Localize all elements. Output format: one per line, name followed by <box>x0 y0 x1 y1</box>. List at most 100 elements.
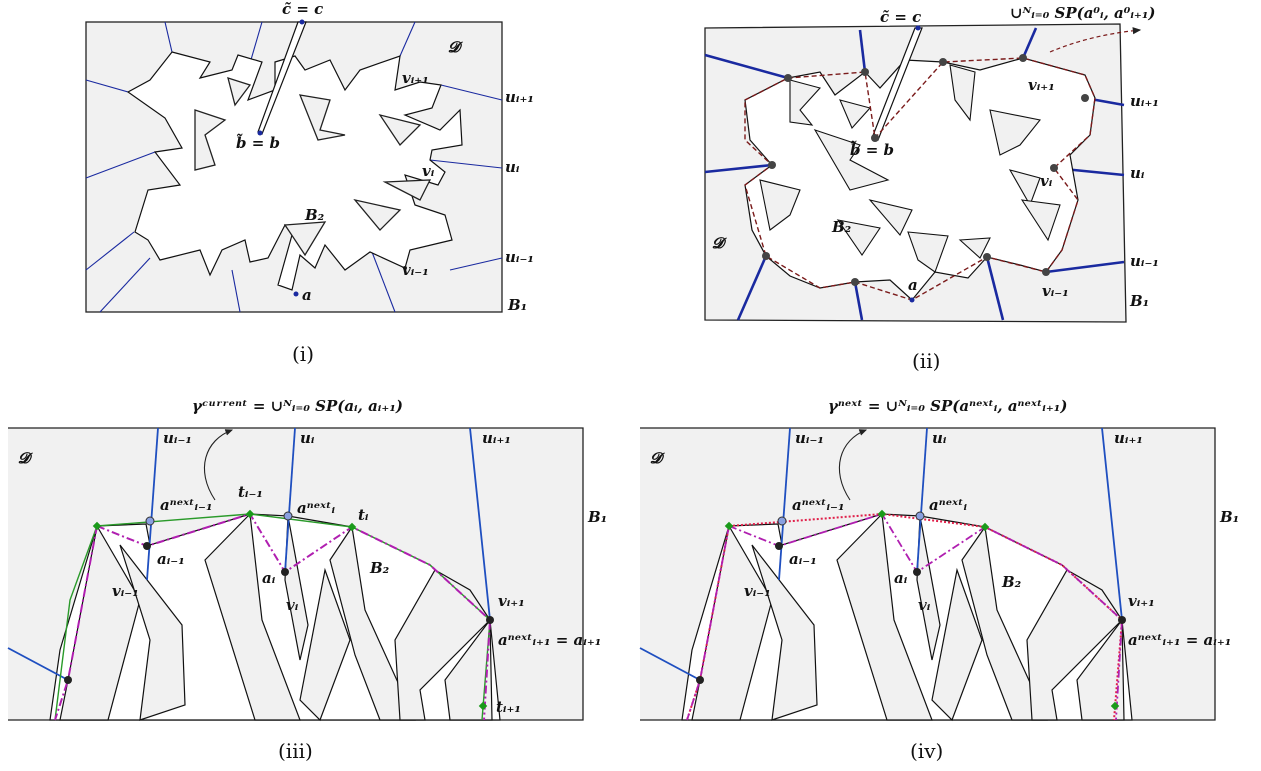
obstacles <box>759 64 1061 273</box>
label-a-i: aᵢ <box>894 569 908 587</box>
label-u-prev: uᵢ₋₁ <box>505 248 534 266</box>
label-domain: 𝓓 <box>712 234 727 252</box>
label-v-next: vᵢ₊₁ <box>498 592 525 610</box>
label-a-prev: aᵢ₋₁ <box>789 550 817 568</box>
point-v-prev <box>403 266 407 270</box>
label-B1: B₁ <box>507 296 527 314</box>
label-v-prev: vᵢ₋₁ <box>1042 282 1069 300</box>
gamma-arrow <box>838 429 868 501</box>
label-gamma: γⁿᵉˣᵗ = ∪ᴺᵢ₌₀ SP(aⁿᵉˣᵗᵢ, aⁿᵉˣᵗᵢ₊₁) <box>828 397 1067 415</box>
gamma-arrow <box>204 429 234 501</box>
label-u-i: uᵢ <box>505 158 520 176</box>
label-gamma: γᶜᵘʳʳᵉⁿᵗ = ∪ᴺᵢ₌₀ SP(aᵢ, aᵢ₊₁) <box>192 397 403 415</box>
label-t-i: tᵢ <box>358 506 369 524</box>
spokes <box>704 27 1125 321</box>
label-union: ∪ᴺᵢ₌₀ SP(a⁰ᵢ, a⁰ᵢ₊₁) <box>1010 4 1156 22</box>
label-v-i: vᵢ <box>1040 172 1053 190</box>
label-a: a <box>908 276 918 294</box>
point-a-i <box>913 568 921 576</box>
label-b: b̃ = b <box>236 132 280 152</box>
point-a <box>293 291 299 297</box>
label-u-i: uᵢ <box>1130 164 1145 182</box>
label-c: c̃ = c <box>880 8 921 26</box>
label-a-i-next: aⁿᵉˣᵗᵢ <box>929 496 967 514</box>
label-v-prev: vᵢ₋₁ <box>744 582 771 600</box>
point-c <box>915 25 921 31</box>
spokes <box>7 427 491 681</box>
point-b <box>257 130 263 136</box>
point-a-prev-next <box>777 516 787 526</box>
label-a-i: aᵢ <box>262 569 276 587</box>
label-t-prev: tᵢ₋₁ <box>238 483 263 501</box>
label-v-i: vᵢ <box>422 162 435 180</box>
label-a-prev-next: aⁿᵉˣᵗᵢ₋₁ <box>160 496 213 514</box>
spokes <box>639 427 1123 681</box>
panel-iii: γᶜᵘʳʳᵉⁿᵗ = ∪ᴺᵢ₌₀ SP(aᵢ, aᵢ₊₁) 𝓓 B₁ B₂ uᵢ… <box>7 397 607 763</box>
label-a-prev-next: aⁿᵉˣᵗᵢ₋₁ <box>792 496 845 514</box>
label-v-prev: vᵢ₋₁ <box>402 261 429 279</box>
label-u-next: uᵢ₊₁ <box>1114 429 1143 447</box>
label-B2: B₂ <box>304 206 325 224</box>
spokes <box>85 21 503 313</box>
point-a-next <box>1118 616 1126 624</box>
label-v-prev: vᵢ₋₁ <box>112 582 139 600</box>
caption-iii: (iii) <box>278 739 313 763</box>
label-v-i: vᵢ <box>286 596 299 614</box>
label-a: a <box>302 286 312 304</box>
point-a-i <box>281 568 289 576</box>
label-c: c̃ = c <box>282 0 323 18</box>
gamma-current-left <box>54 525 98 721</box>
point-a-i-next <box>915 511 925 521</box>
point-a-next <box>486 616 494 624</box>
obstacles <box>59 512 493 722</box>
inner-boundary-B2 <box>126 51 463 291</box>
point-a-i-next <box>283 511 293 521</box>
label-u-i: uᵢ <box>932 429 947 447</box>
point-a <box>909 297 915 303</box>
label-u-prev: uᵢ₋₁ <box>795 429 824 447</box>
point-c <box>299 19 305 25</box>
label-domain: 𝓓 <box>650 449 665 467</box>
obstacles <box>691 512 1125 722</box>
label-v-next: vᵢ₊₁ <box>1128 592 1155 610</box>
label-u-next: uᵢ₊₁ <box>505 88 534 106</box>
label-domain: 𝓓 <box>448 38 463 56</box>
point-a-prev <box>143 542 151 550</box>
label-u-next: uᵢ₊₁ <box>1130 92 1159 110</box>
label-domain: 𝓓 <box>18 449 33 467</box>
label-B1: B₁ <box>1129 292 1149 310</box>
label-B2: B₂ <box>369 559 390 577</box>
point-a-prev-next <box>145 516 155 526</box>
obstacles <box>194 77 432 257</box>
point-a-prev <box>775 542 783 550</box>
panel-iv: γⁿᵉˣᵗ = ∪ᴺᵢ₌₀ SP(aⁿᵉˣᵗᵢ, aⁿᵉˣᵗᵢ₊₁) 𝓓 B₁ … <box>639 397 1239 763</box>
point-left <box>696 676 704 684</box>
vertices <box>762 54 1089 286</box>
label-a-prev: aᵢ₋₁ <box>157 550 185 568</box>
shortest-path-loop <box>744 57 1096 301</box>
label-B2: B₂ <box>831 218 852 236</box>
label-u-next: uᵢ₊₁ <box>482 429 511 447</box>
label-B2: B₂ <box>1001 573 1022 591</box>
green-points <box>724 509 1120 711</box>
panel-ii: c̃ = c b̃ = b ∪ᴺᵢ₌₀ SP(a⁰ᵢ, a⁰ᵢ₊₁) 𝓓 B₂ … <box>704 4 1159 373</box>
panel-i: c̃ = c b̃ = b 𝓓 B₂ B₁ a uᵢ₊₁ uᵢ uᵢ₋₁ vᵢ₊… <box>85 0 534 366</box>
label-b: b̃ = b <box>850 139 894 159</box>
union-arrow <box>1049 27 1142 53</box>
label-B1: B₁ <box>587 508 607 526</box>
caption-i: (i) <box>292 342 314 366</box>
label-v-next: vᵢ₊₁ <box>402 69 429 87</box>
label-v-i: vᵢ <box>918 596 931 614</box>
point-left <box>64 676 72 684</box>
caption-ii: (ii) <box>912 349 940 373</box>
label-B1: B₁ <box>1219 508 1239 526</box>
label-t-next: tᵢ₊₁ <box>496 698 521 716</box>
label-u-prev: uᵢ₋₁ <box>163 429 192 447</box>
label-a-i-next: aⁿᵉˣᵗᵢ <box>297 499 335 517</box>
label-v-next: vᵢ₊₁ <box>1028 76 1055 94</box>
label-a-next-eq: aⁿᵉˣᵗᵢ₊₁ = aᵢ₊₁ <box>1128 631 1231 649</box>
label-u-i: uᵢ <box>300 429 315 447</box>
label-a-next-eq: aⁿᵉˣᵗᵢ₊₁ = aᵢ₊₁ <box>498 631 601 649</box>
caption-iv: (iv) <box>910 739 943 763</box>
